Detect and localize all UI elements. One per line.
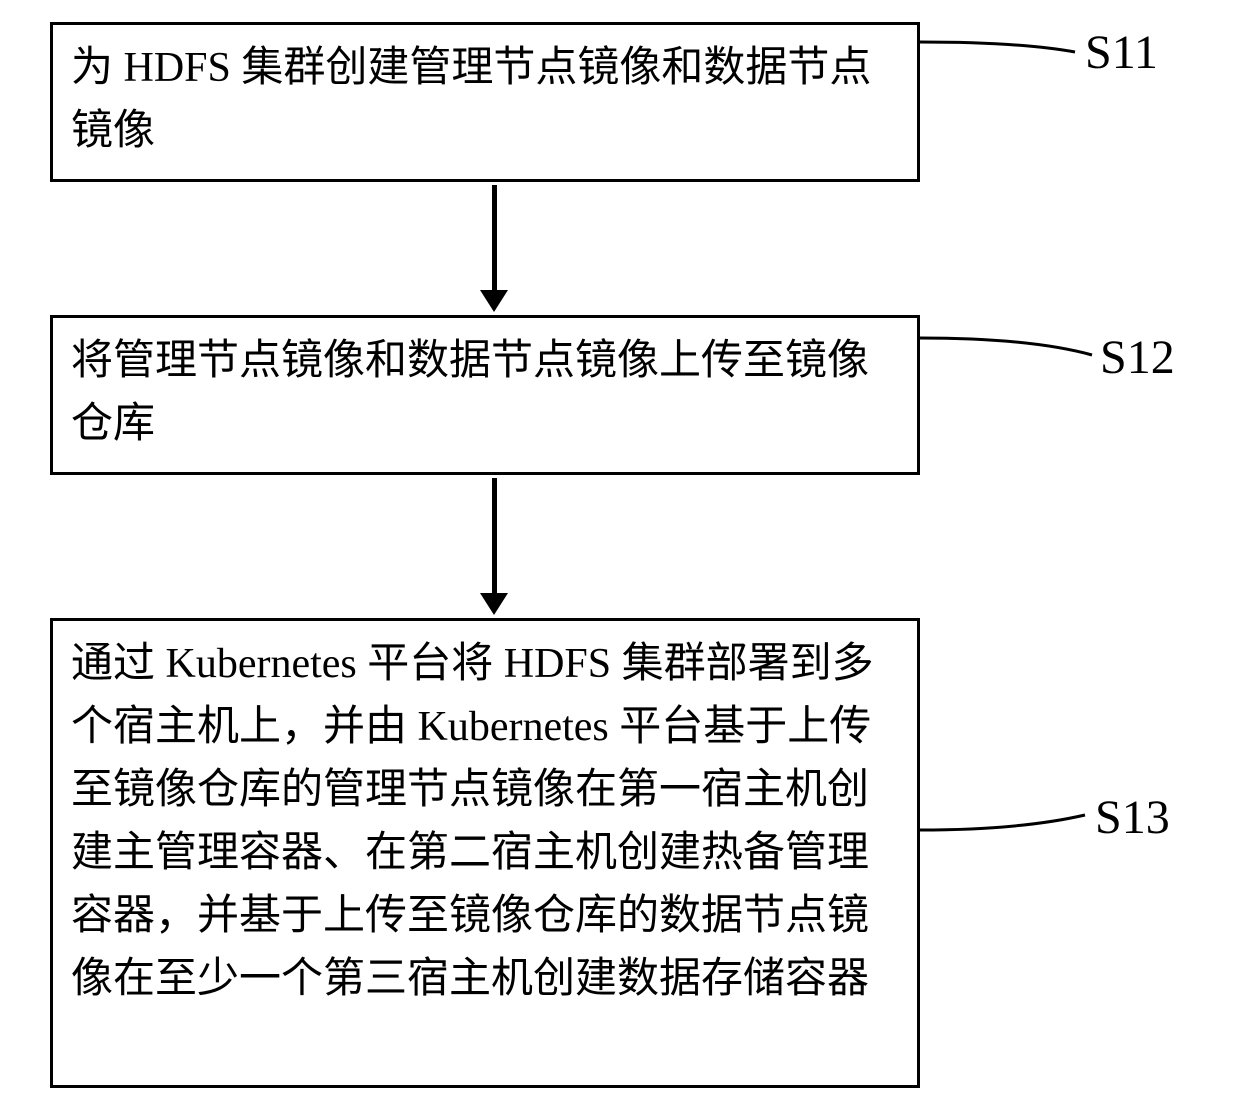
connector-s12: [920, 320, 1105, 380]
node-text: 通过 Kubernetes 平台将 HDFS 集群部署到多个宿主机上，并由 Ku…: [71, 633, 899, 1011]
connector-s13: [920, 790, 1100, 850]
connector-s11: [920, 20, 1090, 80]
flowchart-container: 为 HDFS 集群创建管理节点镜像和数据节点镜像 S11 将管理节点镜像和数据节…: [0, 0, 1240, 1117]
flowchart-node-s11: 为 HDFS 集群创建管理节点镜像和数据节点镜像: [50, 22, 920, 182]
arrow-head-icon: [480, 290, 508, 312]
arrow-head-icon: [480, 593, 508, 615]
label-s11: S11: [1085, 25, 1158, 80]
label-s12: S12: [1100, 330, 1175, 385]
label-text: S12: [1100, 331, 1175, 384]
node-text: 为 HDFS 集群创建管理节点镜像和数据节点镜像: [71, 37, 899, 163]
label-text: S11: [1085, 26, 1158, 79]
arrow-line: [492, 478, 497, 593]
arrow-n1-n2: [480, 185, 508, 312]
node-text: 将管理节点镜像和数据节点镜像上传至镜像仓库: [71, 330, 899, 456]
label-s13: S13: [1095, 790, 1170, 845]
flowchart-node-s13: 通过 Kubernetes 平台将 HDFS 集群部署到多个宿主机上，并由 Ku…: [50, 618, 920, 1088]
label-text: S13: [1095, 791, 1170, 844]
arrow-n2-n3: [480, 478, 508, 615]
flowchart-node-s12: 将管理节点镜像和数据节点镜像上传至镜像仓库: [50, 315, 920, 475]
arrow-line: [492, 185, 497, 290]
